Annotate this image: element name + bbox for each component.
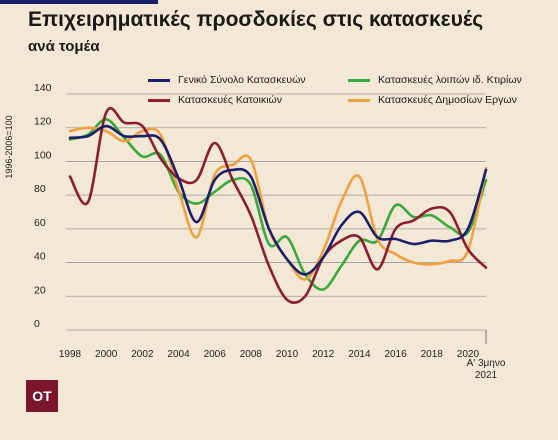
x-tick-label-2014: 2014 bbox=[348, 349, 371, 360]
legend-label-other-private: Κατασκευές λοιπών ιδ. Κτιρίων bbox=[378, 74, 522, 86]
legend: Γενικό Σύνολο Κατασκευών Κατασκευές Κατο… bbox=[148, 74, 548, 114]
y-axis-label-box: 1996-2006=100 bbox=[2, 92, 16, 202]
legend-swatch-public-works bbox=[348, 98, 370, 102]
legend-swatch-total bbox=[148, 78, 170, 82]
x-tick-label-2008: 2008 bbox=[240, 349, 263, 360]
x-tick-label-2012: 2012 bbox=[312, 349, 335, 360]
legend-item-housing: Κατασκευές Κατοικιών bbox=[148, 94, 282, 106]
legend-label-public-works: Κατασκευές Δημοσίων Εργων bbox=[378, 94, 517, 106]
x-tick-label-2020: 2020 bbox=[457, 349, 480, 360]
legend-swatch-other-private bbox=[348, 78, 370, 82]
y-axis-label: 1996-2006=100 bbox=[4, 115, 14, 179]
legend-label-housing: Κατασκευές Κατοικιών bbox=[178, 94, 282, 106]
x-tick-label-2006: 2006 bbox=[204, 349, 227, 360]
legend-label-total: Γενικό Σύνολο Κατασκευών bbox=[178, 74, 306, 86]
legend-item-total: Γενικό Σύνολο Κατασκευών bbox=[148, 74, 306, 86]
y-tick-label-0: 0 bbox=[34, 318, 40, 330]
x-tick-label-last-1: 2021 bbox=[475, 370, 498, 381]
x-tick-label-2002: 2002 bbox=[131, 349, 154, 360]
y-tick-label-60: 60 bbox=[34, 217, 46, 229]
top-accent-rule bbox=[0, 0, 158, 4]
x-tick-label-2018: 2018 bbox=[421, 349, 444, 360]
x-tick-label-1998: 1998 bbox=[59, 349, 82, 360]
legend-item-other-private: Κατασκευές λοιπών ιδ. Κτιρίων bbox=[348, 74, 522, 86]
series-line-total bbox=[68, 124, 488, 276]
x-tick-label-last-0: Α' 3μηνο bbox=[467, 358, 506, 369]
series-line-housing bbox=[68, 106, 488, 304]
legend-item-public-works: Κατασκευές Δημοσίων Εργων bbox=[348, 94, 517, 106]
x-tick-label-2000: 2000 bbox=[95, 349, 118, 360]
y-tick-label-40: 40 bbox=[34, 251, 46, 263]
ot-logo: ΟΤ bbox=[26, 380, 58, 412]
x-tick-label-2016: 2016 bbox=[384, 349, 407, 360]
y-tick-label-120: 120 bbox=[34, 116, 52, 128]
x-tick-label-2010: 2010 bbox=[276, 349, 299, 360]
series-line-public-works bbox=[68, 126, 488, 281]
chart-subtitle: ανά τομέα bbox=[28, 38, 100, 55]
legend-swatch-housing bbox=[148, 98, 170, 102]
y-tick-label-80: 80 bbox=[34, 183, 46, 195]
x-tick-label-2004: 2004 bbox=[167, 349, 190, 360]
y-tick-label-20: 20 bbox=[34, 284, 46, 296]
y-tick-label-100: 100 bbox=[34, 149, 52, 161]
series-line-other-private bbox=[68, 118, 488, 291]
chart-title: Επιχειρηματικές προσδοκίες στις κατασκευ… bbox=[28, 8, 484, 31]
y-tick-label-140: 140 bbox=[34, 82, 52, 94]
